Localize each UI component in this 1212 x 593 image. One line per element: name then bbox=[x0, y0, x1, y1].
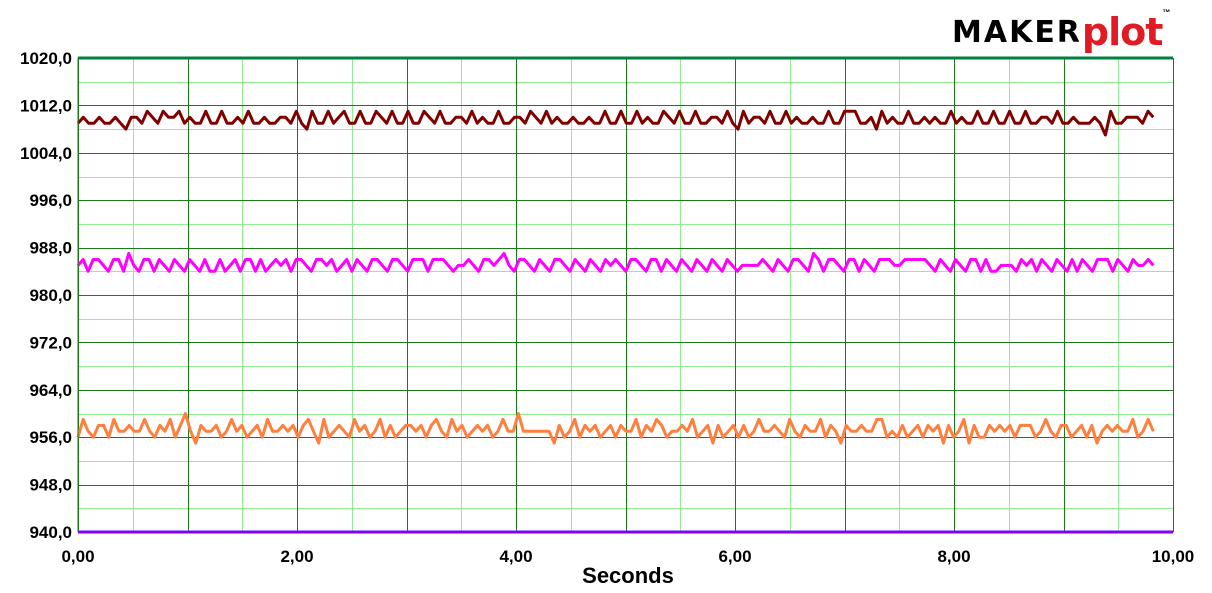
x-tick-label: 4,00 bbox=[499, 547, 532, 566]
x-tick-label: 8,00 bbox=[937, 547, 970, 566]
series-2-line bbox=[76, 252, 1155, 273]
series-layer bbox=[76, 56, 1173, 534]
major-gridlines bbox=[78, 58, 1174, 533]
logo-maker-text: MAKER bbox=[952, 15, 1082, 50]
y-axis-tick-labels: 1020,0 1012,0 1004,0 996,0 988,0 980,0 972,0 96… bbox=[20, 49, 72, 542]
y-tick-label: 964,0 bbox=[29, 381, 72, 400]
y-tick-label: 1004,0 bbox=[20, 144, 72, 163]
y-tick-label: 1012,0 bbox=[20, 96, 72, 115]
logo-trademark: ™ bbox=[1162, 8, 1171, 17]
x-tick-label: 0,00 bbox=[61, 547, 94, 566]
y-tick-label: 972,0 bbox=[29, 333, 72, 352]
y-tick-label: 980,0 bbox=[29, 286, 72, 305]
x-tick-label: 10,00 bbox=[1152, 547, 1195, 566]
x-tick-label: 2,00 bbox=[280, 547, 313, 566]
x-axis-tick-labels: 0,00 2,00 4,00 6,00 8,00 10,00 bbox=[61, 547, 1194, 566]
x-tick-label: 6,00 bbox=[718, 547, 751, 566]
y-tick-label: 956,0 bbox=[29, 428, 72, 447]
y-tick-label: 940,0 bbox=[29, 523, 72, 542]
series-3-line bbox=[76, 412, 1155, 445]
y-tick-label: 948,0 bbox=[29, 476, 72, 495]
y-tick-label: 1020,0 bbox=[20, 49, 72, 68]
x-axis-title: Seconds bbox=[582, 563, 674, 588]
series-1-line bbox=[76, 109, 1155, 137]
logo-plot-text: plot bbox=[1081, 10, 1163, 54]
makerplot-logo: MAKERplot™ bbox=[952, 6, 1170, 56]
y-tick-label: 996,0 bbox=[29, 191, 72, 210]
y-tick-label: 988,0 bbox=[29, 239, 72, 258]
